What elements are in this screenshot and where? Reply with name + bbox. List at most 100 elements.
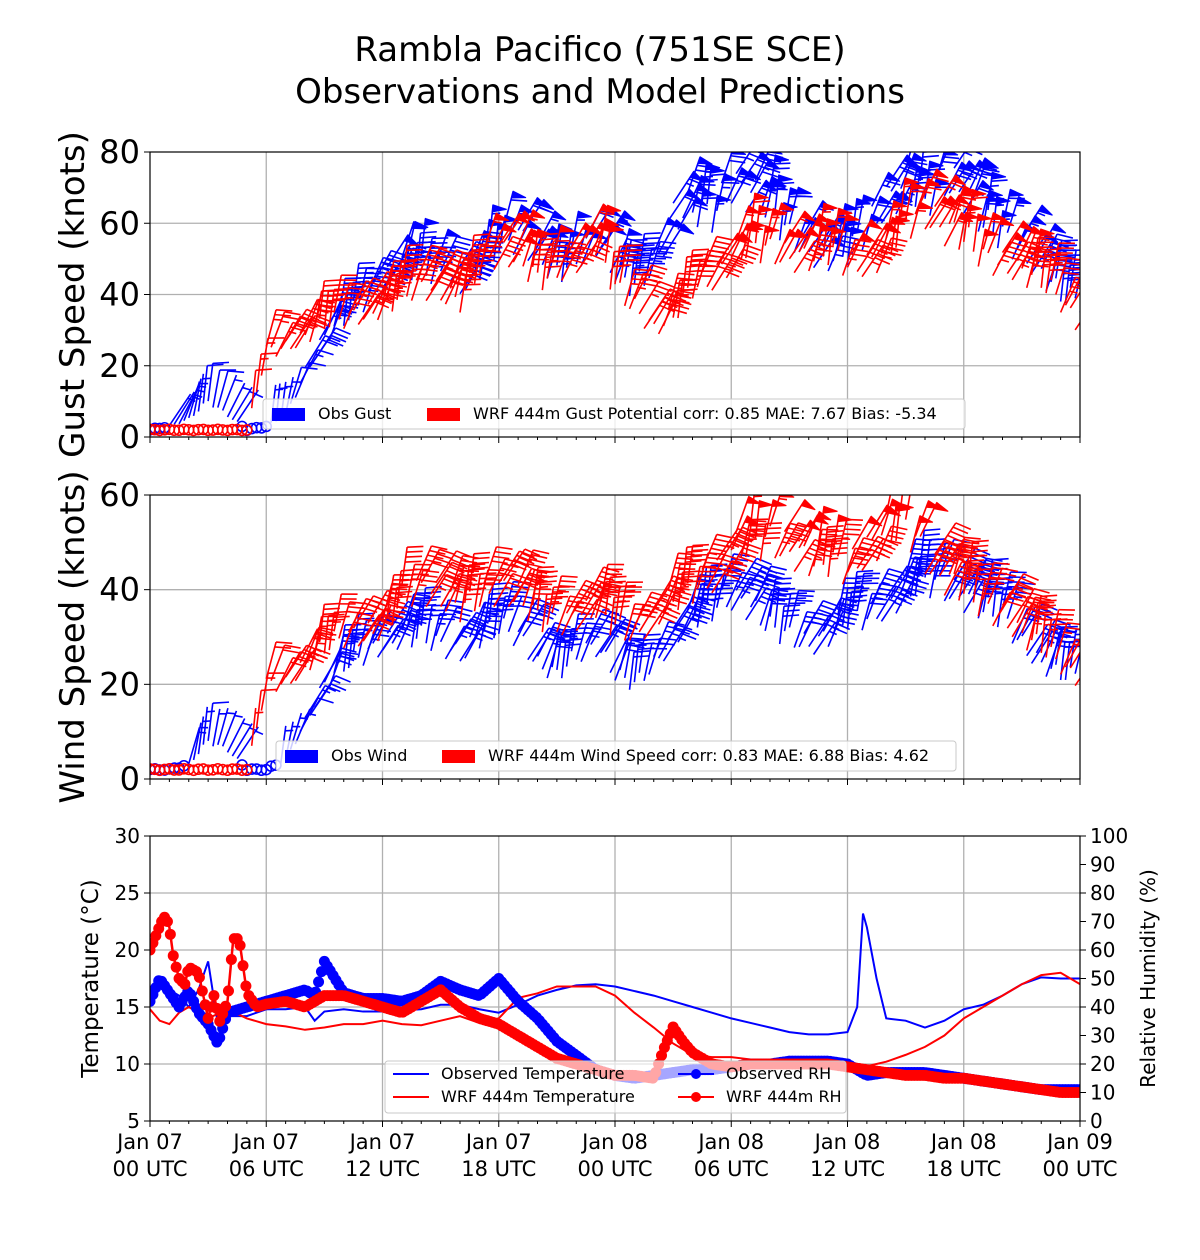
barb-staff [352,263,360,302]
barb-staff [338,601,351,639]
barb-staff [376,605,392,642]
barb-staff [217,370,229,408]
barb-flag [796,186,812,195]
barb-half [519,217,528,223]
barb-half [854,555,864,559]
barb-half [861,587,870,590]
barb-half [881,581,891,586]
barb-full [284,644,301,649]
wind-barb [289,366,318,404]
barb-full [692,248,709,251]
barb-full [810,620,828,627]
barb-staff [904,538,917,576]
barb-half [758,212,767,216]
barb-staff [551,629,560,668]
barb-full [971,171,988,179]
wind-barb [967,188,988,228]
wind-barb [599,204,622,243]
wind-barb [909,201,934,239]
barb-full [678,272,695,276]
barb-staff [304,299,320,336]
barb-full [373,300,390,309]
calm-circle [221,764,234,777]
barb-full [1101,653,1116,664]
wind-barb [468,551,491,592]
barb-full [1101,300,1116,311]
barb-full [902,588,918,597]
barb-full [675,589,692,596]
barb-full [730,154,747,159]
barb-full [631,239,648,241]
y-axis-label: Gust Speed (knots) [53,131,93,458]
barb-flag [911,482,926,491]
barb-full [972,539,989,543]
barb-full [790,592,807,595]
barb-full [862,582,879,585]
barb-full [639,613,656,619]
barb-staff [289,651,313,684]
barb-staff [701,236,718,272]
wind-barb [265,309,293,347]
barb-full [842,610,859,616]
wind-barb [517,209,546,246]
barb-half [345,296,354,300]
barb-full [659,304,675,313]
barb-staff [386,574,395,613]
barb-staff [420,587,427,626]
barb-full [649,268,666,275]
barb-staff [483,546,498,584]
barb-full [877,546,893,555]
barb-full [731,257,748,265]
barb-full [741,571,759,578]
barb-staff [565,628,573,667]
barb-staff [250,370,257,409]
barb-full [789,597,807,600]
barb-staff [662,290,678,327]
y-tick-label: 5 [127,1109,140,1133]
barb-half [234,378,243,383]
wind-barb [255,688,278,729]
barb-full [541,232,558,236]
barb-half [493,220,502,224]
barb-full [762,170,778,178]
barb-staff [270,644,286,681]
barb-full [751,518,769,521]
barb-full [454,611,471,617]
barb-full [845,523,862,526]
barb-staff [173,391,195,425]
barb-full [924,528,941,532]
barb-staff [415,600,422,639]
wind-barb [769,154,791,193]
barb-half [830,557,839,560]
barb-full [1084,269,1100,279]
barb-full [462,569,480,573]
barb-full [566,604,583,609]
barb-half [1016,204,1025,207]
barb-full [610,575,627,579]
barb-staff [313,290,323,329]
barb-full [601,591,618,597]
barb-staff [696,589,705,628]
barb-staff [653,290,675,325]
barb-full [624,591,642,593]
barb-half [1076,284,1080,289]
barb-full [484,256,501,259]
barb-staff [512,568,533,603]
barb-full [952,526,969,535]
barb-full [448,562,464,571]
barb-flag [529,209,546,219]
wind-barb [1050,608,1075,648]
barb-full [1088,638,1103,649]
barb-half [619,626,628,632]
barb-staff [885,495,895,515]
barb-full [756,557,773,566]
barb-full [660,240,677,245]
barb-full [539,247,557,251]
barb-staff [565,580,587,614]
barb-full [352,628,369,632]
barb-full [726,265,743,274]
barb-full [1020,577,1037,586]
barb-full [405,555,423,558]
barb-staff [420,549,441,584]
